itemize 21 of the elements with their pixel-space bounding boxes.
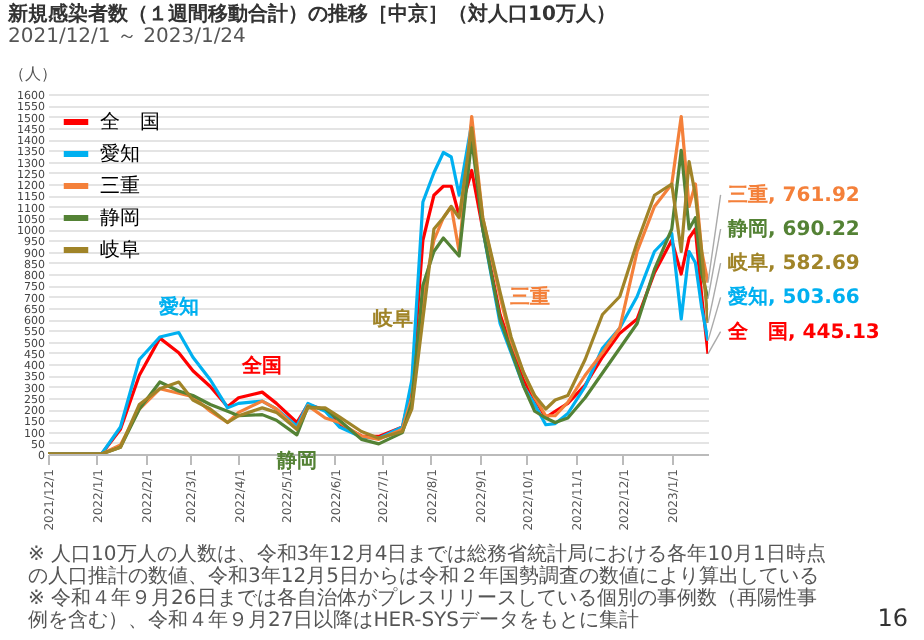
annotation: 愛知, 503.66 [728, 285, 860, 310]
legend-label: 静岡 [100, 206, 140, 230]
annotation: 静岡 [274, 448, 317, 473]
legend-label: 岐阜 [100, 238, 140, 262]
annotation: 三重, 761.92 [728, 182, 860, 207]
legend-label: 愛知 [100, 142, 140, 166]
annotation: 三重 [510, 284, 551, 309]
y-axis-title: （人） [9, 65, 57, 83]
annotation: 全 国, 445.13 [726, 319, 880, 344]
text: 16 [877, 604, 908, 632]
annotation: 岐阜, 582.69 [728, 251, 860, 276]
annotation: 全国 [240, 354, 283, 379]
annotation: 愛知 [158, 294, 199, 319]
annotation: 岐阜 [372, 307, 413, 331]
text: ※ 令和４年９月26日までは各自治体がプレスリリースしている個別の事例数（再陽性事例を含む）、令和４年９月27日以降はHER-SYSデータをもとに集計 [28, 588, 819, 632]
chart-title: 新規感染者数（１週間移動合計）の推移［中京］（対人口10万人） [6, 2, 616, 26]
legend-label: 三重 [100, 174, 140, 198]
text: ※ 人口10万人の人数は、令和3年12月4日までは総務省統計局における各年10月1日時点の人口推計の数値、令和3年12月5日からは令和２年国勢調査の数値により算出している [28, 544, 828, 588]
annotation: 静岡, 690.22 [726, 217, 860, 241]
chart-subtitle: 2021/12/1 ～ 2023/1/24 [8, 26, 246, 48]
legend-label: 全 国 [100, 110, 160, 134]
